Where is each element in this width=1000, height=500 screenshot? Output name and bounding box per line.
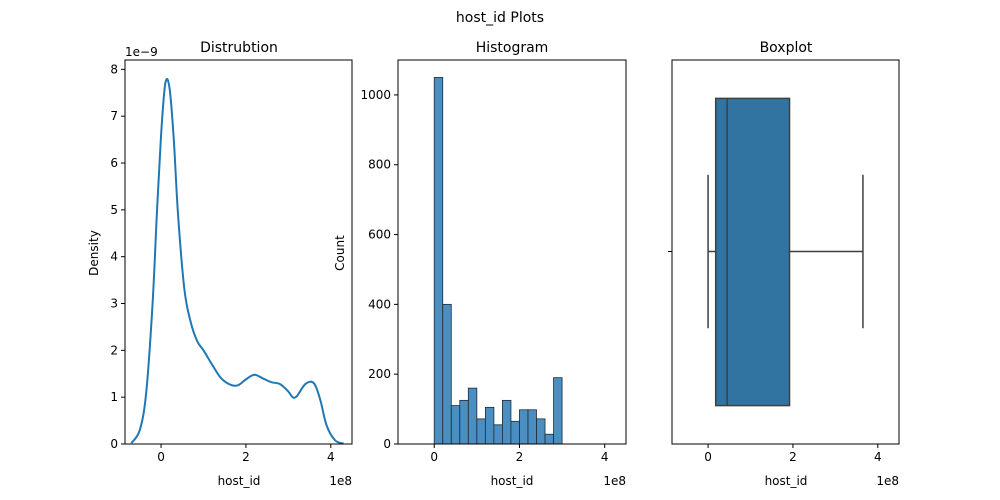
histogram-bar xyxy=(544,433,554,445)
histogram-bar xyxy=(433,77,444,445)
boxplot-ticks: 0 2 4 xyxy=(668,251,882,464)
distribution-title: Distrubtion xyxy=(200,40,278,56)
boxplot-x-offset: 1e8 xyxy=(876,474,899,488)
distribution-x-tick-label: 0 xyxy=(157,450,165,464)
boxplot-x-tick-label: 4 xyxy=(874,450,882,464)
histogram-bar xyxy=(510,420,520,445)
distribution-x-offset: 1e8 xyxy=(329,474,352,488)
distribution-ticks: 0 2 4 0 1 2 3 4 5 6 7 8 xyxy=(110,62,334,464)
distribution-x-tick-label: 4 xyxy=(327,450,335,464)
histogram-bar xyxy=(484,406,495,445)
distribution-y-tick-label: 2 xyxy=(110,343,118,357)
histogram-y-tick-label: 400 xyxy=(368,297,391,311)
histogram-bar xyxy=(536,418,546,445)
histogram-y-tick-label: 800 xyxy=(368,158,391,172)
histogram-bar xyxy=(493,424,503,445)
histogram-title: Histogram xyxy=(476,40,549,56)
distribution-frame xyxy=(124,59,353,445)
histogram-y-tick-label: 1000 xyxy=(360,88,391,102)
boxplot-title: Boxplot xyxy=(760,40,813,56)
boxplot-frame xyxy=(671,59,900,445)
histogram-bar xyxy=(527,409,537,445)
histogram-xlabel: host_id xyxy=(491,474,534,488)
distribution-y-tick-label: 4 xyxy=(110,250,118,264)
distribution-y-tick-label: 7 xyxy=(110,109,118,123)
distribution-y-tick-label: 0 xyxy=(110,437,118,451)
distribution-y-tick-label: 8 xyxy=(110,62,118,76)
histogram-ylabel: Count xyxy=(333,235,347,271)
histogram-y-tick-label: 0 xyxy=(383,437,391,451)
distribution-y-tick-label: 6 xyxy=(110,156,118,170)
distribution-ylabel: Density xyxy=(87,230,101,276)
histogram-bar xyxy=(442,303,452,445)
distribution-panel: Distrubtion host_id Density 1e8 1e−9 0 2 4… xyxy=(87,40,353,488)
histogram-x-offset: 1e8 xyxy=(603,474,626,488)
distribution-y-tick-label: 5 xyxy=(110,203,118,217)
histogram-y-tick-label: 600 xyxy=(368,228,391,242)
histogram-bar xyxy=(502,399,512,445)
figure-title: host_id Plots xyxy=(456,10,544,26)
histogram-bar xyxy=(459,399,469,445)
histogram-bar xyxy=(553,377,563,445)
histogram-y-tick-label: 200 xyxy=(368,367,391,381)
boxplot-box xyxy=(714,97,791,407)
distribution-x-tick-label: 2 xyxy=(242,450,250,464)
histogram-bar xyxy=(476,418,486,445)
histogram-bar xyxy=(467,387,478,445)
distribution-y-tick-label: 1 xyxy=(110,390,118,404)
boxplot-panel: Boxplot host_id 1e8 0 2 4 xyxy=(668,40,900,488)
boxplot-x-tick-label: 0 xyxy=(704,450,712,464)
histogram-ticks: 0 2 4 0 200 400 600 800 1000 xyxy=(360,88,608,464)
histogram-bar xyxy=(519,409,529,445)
distribution-y-tick-label: 3 xyxy=(110,297,118,311)
boxplot-x-tick-label: 2 xyxy=(789,450,797,464)
histogram-x-tick-label: 4 xyxy=(601,450,609,464)
histogram-frame xyxy=(397,59,627,445)
distribution-y-offset: 1e−9 xyxy=(125,45,158,59)
histogram-panel: Histogram host_id Count 1e8 0 2 4 0 200 400 60… xyxy=(333,40,627,488)
boxplot-marks xyxy=(707,97,864,407)
distribution-xlabel: host_id xyxy=(218,474,261,488)
histogram-bar xyxy=(450,405,461,445)
histogram-x-tick-label: 2 xyxy=(516,450,524,464)
histogram-x-tick-label: 0 xyxy=(430,450,438,464)
kde-line xyxy=(130,77,344,445)
boxplot-xlabel: host_id xyxy=(765,474,808,488)
